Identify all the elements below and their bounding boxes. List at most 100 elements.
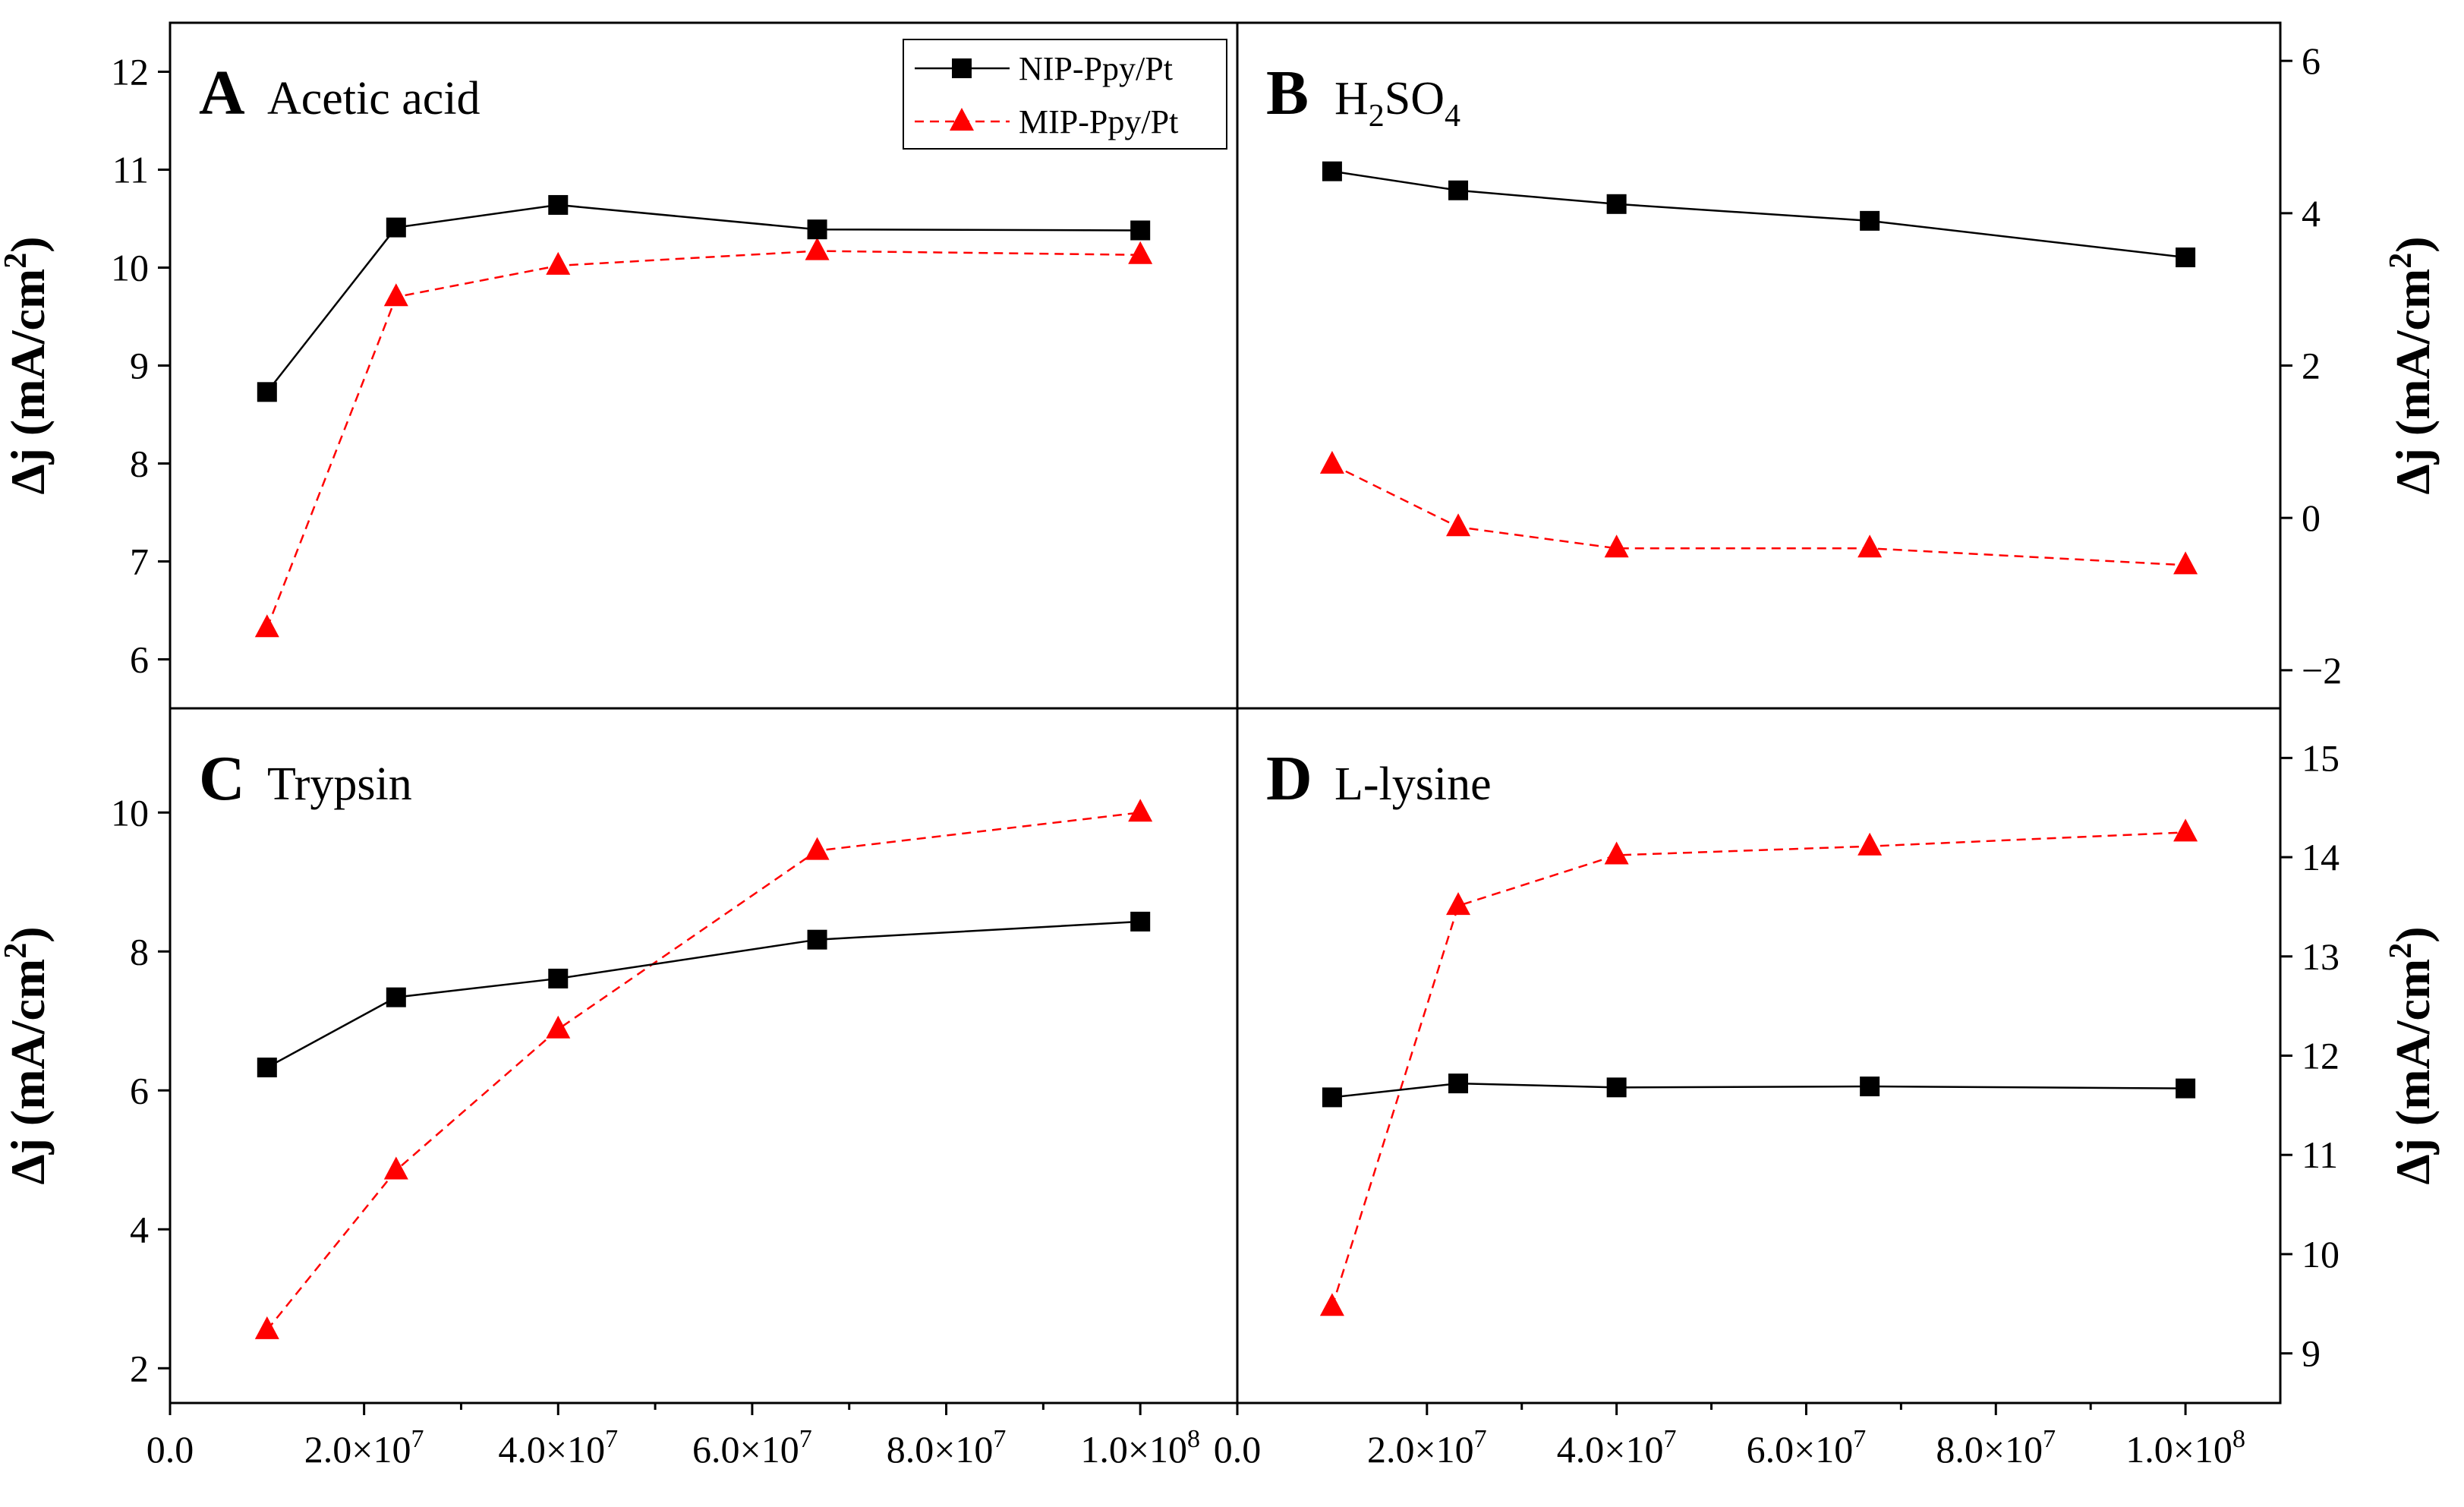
panel-letter: D bbox=[1266, 743, 1312, 814]
y-tick-label: 10 bbox=[111, 791, 149, 834]
x-tick-label: 8.0×107 bbox=[1936, 1425, 2056, 1471]
x-tick-label: 1.0×108 bbox=[2125, 1425, 2245, 1471]
data-point-mip bbox=[1857, 832, 1883, 856]
data-point-nip bbox=[386, 217, 406, 238]
panel-letter: B bbox=[1266, 58, 1309, 128]
data-point-mip bbox=[1446, 892, 1471, 916]
data-point-nip bbox=[1448, 180, 1469, 200]
data-point-mip bbox=[1446, 513, 1471, 537]
y-axis-label: Δj (mA/cm2) bbox=[0, 236, 55, 494]
y-tick-label: 9 bbox=[2302, 1332, 2321, 1375]
x-tick-label: 2.0×107 bbox=[1367, 1425, 1487, 1471]
x-tick-label: 1.0×108 bbox=[1080, 1425, 1200, 1471]
data-point-mip bbox=[1319, 1293, 1344, 1316]
panel-title: Trypsin bbox=[267, 758, 412, 810]
data-point-nip bbox=[1860, 1077, 1880, 1097]
data-point-nip bbox=[257, 382, 277, 402]
y-tick-label: 12 bbox=[111, 51, 149, 93]
y-tick-label: 11 bbox=[2302, 1133, 2338, 1176]
data-point-nip bbox=[1448, 1074, 1469, 1094]
y-axis-label: Δj (mA/cm2) bbox=[2384, 926, 2440, 1184]
data-point-mip bbox=[1604, 841, 1629, 865]
data-point-mip bbox=[805, 237, 830, 260]
y-tick-label: 2 bbox=[130, 1347, 149, 1389]
y-tick-label: −2 bbox=[2302, 649, 2342, 692]
y-tick-label: 10 bbox=[111, 247, 149, 289]
x-tick-label: 4.0×107 bbox=[498, 1425, 618, 1471]
data-point-mip bbox=[383, 283, 408, 307]
legend: NIP-Ppy/Pt MIP-Ppy/Pt bbox=[903, 39, 1227, 150]
panel-d: 9 10 11 12 13 14 15 Δj (mA/cm2) D L-lysine bbox=[1266, 736, 2440, 1374]
y-tick-label: 9 bbox=[130, 345, 149, 387]
legend-label-mip: MIP-Ppy/Pt bbox=[1019, 103, 1178, 140]
y-tick-label: 10 bbox=[2302, 1233, 2340, 1275]
x-tick-label: 6.0×107 bbox=[1747, 1425, 1867, 1471]
data-point-nip bbox=[548, 968, 569, 988]
data-point-mip bbox=[2173, 818, 2198, 842]
series-line-mip bbox=[1331, 463, 2186, 566]
y-tick-label: 14 bbox=[2302, 836, 2340, 878]
x-tick-label: 6.0×107 bbox=[692, 1425, 812, 1471]
data-point-nip bbox=[1130, 220, 1151, 241]
y-tick-label: 13 bbox=[2302, 935, 2340, 978]
data-point-mip bbox=[805, 837, 830, 860]
panel-title: H2SO4 bbox=[1334, 73, 1460, 134]
data-point-nip bbox=[1130, 911, 1151, 932]
panel-c: 2 4 6 8 10 Δj (mA/cm2) C Trypsin bbox=[0, 743, 1153, 1389]
y-tick-label: 0 bbox=[2302, 497, 2321, 539]
data-point-mip bbox=[1857, 534, 1883, 558]
data-point-mip bbox=[383, 1156, 408, 1180]
series-line-mip bbox=[266, 812, 1141, 1331]
data-point-nip bbox=[1322, 161, 1342, 181]
data-point-nip bbox=[1606, 1077, 1627, 1098]
y-tick-label: 6 bbox=[130, 1069, 149, 1111]
x-tick-label: 0.0 bbox=[147, 1428, 194, 1471]
series-line-mip bbox=[266, 250, 1141, 629]
data-point-nip bbox=[1860, 210, 1880, 231]
data-point-mip bbox=[1319, 450, 1344, 474]
data-point-nip bbox=[807, 929, 827, 950]
y-axis-label: Δj (mA/cm2) bbox=[0, 926, 55, 1184]
legend-label-nip: NIP-Ppy/Pt bbox=[1019, 50, 1173, 87]
data-point-nip bbox=[2176, 1078, 2196, 1099]
data-point-nip bbox=[2176, 247, 2196, 268]
data-point-mip bbox=[1128, 241, 1153, 264]
legend-marker-nip bbox=[952, 58, 972, 78]
x-tick-label: 4.0×107 bbox=[1557, 1425, 1677, 1471]
data-point-mip bbox=[2173, 551, 2198, 575]
y-tick-label: 8 bbox=[130, 930, 149, 973]
data-point-nip bbox=[386, 987, 406, 1007]
data-point-nip bbox=[1606, 194, 1627, 214]
panel-letter: C bbox=[199, 743, 245, 814]
y-tick-label: 11 bbox=[112, 149, 149, 191]
panel-title: Acetic acid bbox=[267, 73, 481, 125]
y-tick-label: 7 bbox=[130, 541, 149, 583]
x-tick-label: 0.0 bbox=[1214, 1428, 1262, 1471]
x-tick-label: 8.0×107 bbox=[887, 1425, 1007, 1471]
plot-frame bbox=[169, 21, 2282, 1405]
data-point-mip bbox=[254, 614, 279, 638]
data-point-nip bbox=[548, 194, 569, 215]
data-point-nip bbox=[257, 1058, 277, 1078]
panel-title: L-lysine bbox=[1334, 758, 1492, 810]
y-tick-label: 8 bbox=[130, 443, 149, 485]
x-tick-label: 2.0×107 bbox=[304, 1425, 424, 1471]
series-line-mip bbox=[1331, 831, 2186, 1307]
panel-a: 6 7 8 9 10 11 12 Δj (mA/cm2) A Acetic acid bbox=[0, 51, 1153, 681]
data-point-mip bbox=[546, 1015, 571, 1039]
y-tick-label: 15 bbox=[2302, 736, 2340, 779]
y-tick-label: 2 bbox=[2302, 345, 2321, 387]
panel-letter: A bbox=[199, 58, 245, 128]
data-point-nip bbox=[807, 219, 827, 240]
y-tick-label: 6 bbox=[130, 638, 149, 681]
y-tick-label: 4 bbox=[2302, 192, 2321, 235]
y-tick-label: 6 bbox=[2302, 39, 2321, 82]
data-point-mip bbox=[254, 1316, 279, 1339]
legend-marker-mip bbox=[950, 108, 974, 131]
y-tick-label: 12 bbox=[2302, 1035, 2340, 1077]
data-point-mip bbox=[1128, 799, 1153, 822]
panel-b: −2 0 2 4 6 Δj (mA/cm2) B H2SO4 bbox=[1266, 39, 2440, 692]
data-point-mip bbox=[1604, 534, 1629, 558]
